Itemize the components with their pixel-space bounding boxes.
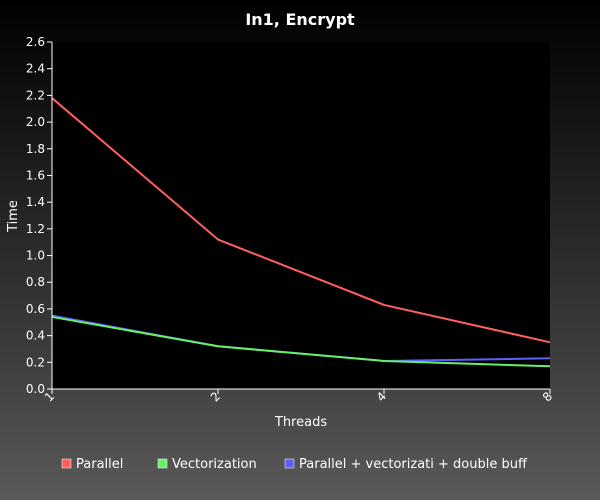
x-axis-label: Threads (274, 415, 327, 430)
y-tick-label: 0.2 (26, 355, 45, 369)
y-axis-ticks: 0.0 0.2 0.4 0.6 0.8 1.0 1.2 1.4 1.6 1.8 2.0 2.2 2.4 2… (26, 35, 52, 396)
series-line-vectorization (51, 315, 551, 368)
legend-swatch (61, 458, 72, 469)
legend-swatch (157, 458, 168, 469)
chart-title: In1, Encrypt (245, 10, 355, 29)
series-lines (51, 97, 551, 368)
y-tick-label: 1.4 (26, 195, 45, 209)
y-tick-label: 1.2 (26, 222, 45, 236)
x-tick-label: 8 (540, 389, 555, 404)
x-tick-label: 2 (208, 389, 223, 404)
plot-area (52, 42, 550, 389)
y-tick-label: 1.8 (26, 142, 45, 156)
legend-label: Vectorization (172, 457, 257, 472)
x-tick-label: 4 (374, 389, 389, 404)
y-axis-label: Time (6, 200, 21, 233)
legend: Parallel Vectorization Parallel + vectoriz… (61, 457, 528, 472)
y-tick-label: 0.8 (26, 275, 45, 289)
y-tick-label: 2.4 (26, 62, 45, 76)
legend-label: Parallel + vectorizati + double buff (299, 457, 528, 472)
y-tick-label: 2.2 (26, 88, 45, 102)
y-tick-label: 1.6 (26, 168, 45, 182)
x-tick-label: 1 (42, 389, 57, 404)
y-tick-label: 0.0 (26, 382, 45, 396)
y-tick-label: 2.0 (26, 115, 45, 129)
legend-swatch (284, 458, 295, 469)
y-tick-label: 0.4 (26, 329, 45, 343)
y-tick-label: 0.6 (26, 302, 45, 316)
legend-label: Parallel (76, 457, 123, 472)
series-line-parallel (51, 97, 551, 344)
x-axis-ticks: 1 2 4 8 (42, 389, 555, 405)
y-tick-label: 2.6 (26, 35, 45, 49)
y-tick-label: 1.0 (26, 249, 45, 263)
